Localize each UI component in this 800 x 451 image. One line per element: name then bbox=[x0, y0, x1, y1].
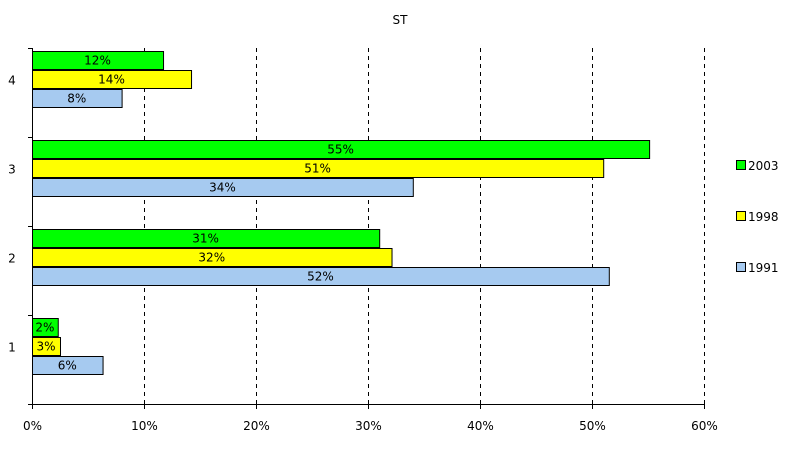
legend-label: 1998 bbox=[748, 210, 779, 224]
data-label: 3% bbox=[36, 340, 55, 354]
data-label: 32% bbox=[198, 251, 225, 265]
x-tick-label: 60% bbox=[691, 419, 718, 433]
y-category-label: 2 bbox=[8, 252, 16, 266]
data-label: 52% bbox=[307, 270, 334, 284]
legend-swatch-1998 bbox=[736, 211, 746, 221]
x-tick-label: 50% bbox=[579, 419, 606, 433]
chart-title: ST bbox=[393, 13, 409, 27]
x-tick-label: 0% bbox=[23, 419, 42, 433]
data-label: 55% bbox=[327, 143, 354, 157]
legend-label: 2003 bbox=[748, 159, 779, 173]
legend-swatch-1991 bbox=[736, 262, 746, 272]
x-tick-label: 40% bbox=[467, 419, 494, 433]
y-category-label: 4 bbox=[8, 74, 16, 88]
axes: 0% 10% 20% 30% 40% 50% 60% 1 2 3 4 bbox=[8, 48, 718, 433]
legend: 2003 1998 1991 bbox=[736, 159, 779, 275]
data-label: 2% bbox=[35, 321, 54, 335]
legend-swatch-2003 bbox=[736, 160, 746, 170]
x-tick-label: 30% bbox=[355, 419, 382, 433]
data-label: 8% bbox=[67, 92, 86, 106]
x-tick-label: 10% bbox=[131, 419, 158, 433]
data-label: 14% bbox=[98, 73, 125, 87]
data-label: 31% bbox=[192, 232, 219, 246]
data-label: 34% bbox=[209, 181, 236, 195]
grid-lines bbox=[144, 48, 705, 404]
bar-series: 2% 3%6% 31% 32% 52% 55% 51% 34% 12% 14% 8% bbox=[32, 51, 651, 375]
y-category-label: 3 bbox=[8, 163, 16, 177]
data-label: 51% bbox=[304, 162, 331, 176]
legend-label: 1991 bbox=[748, 261, 779, 275]
data-label: 12% bbox=[84, 54, 111, 68]
x-tick-label: 20% bbox=[243, 419, 270, 433]
y-category-label: 1 bbox=[8, 341, 16, 355]
data-label: 6% bbox=[58, 359, 77, 373]
